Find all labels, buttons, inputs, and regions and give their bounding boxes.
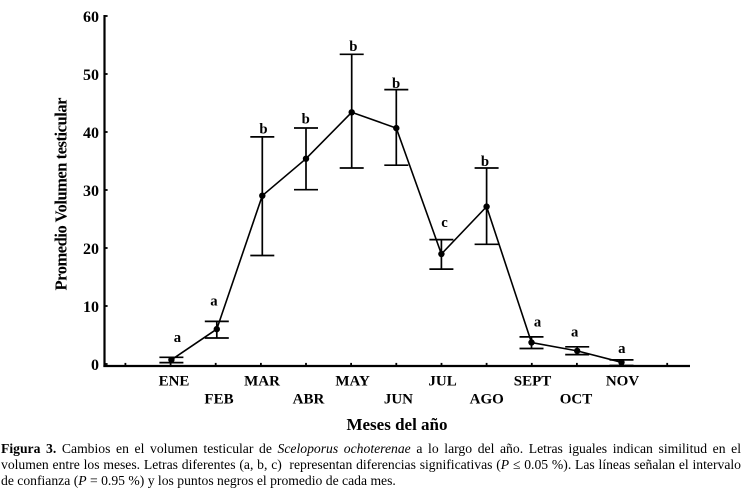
svg-text:40: 40 bbox=[83, 125, 99, 142]
svg-text:30: 30 bbox=[83, 183, 99, 200]
svg-text:SEPT: SEPT bbox=[514, 373, 552, 389]
svg-text:a: a bbox=[571, 325, 579, 341]
svg-text:50: 50 bbox=[83, 67, 99, 84]
svg-text:a: a bbox=[210, 294, 218, 310]
svg-text:0: 0 bbox=[91, 357, 99, 374]
svg-text:20: 20 bbox=[83, 241, 99, 258]
svg-text:FEB: FEB bbox=[204, 392, 233, 408]
svg-text:ENE: ENE bbox=[159, 373, 190, 389]
svg-text:MAY: MAY bbox=[335, 373, 370, 389]
svg-text:AGO: AGO bbox=[470, 392, 504, 408]
svg-text:MAR: MAR bbox=[244, 373, 280, 389]
svg-text:a: a bbox=[618, 341, 626, 357]
svg-text:JUN: JUN bbox=[384, 392, 413, 408]
svg-text:b: b bbox=[392, 76, 400, 92]
svg-text:10: 10 bbox=[83, 299, 99, 316]
svg-text:b: b bbox=[481, 154, 489, 170]
svg-text:b: b bbox=[349, 39, 357, 55]
svg-text:b: b bbox=[259, 121, 267, 137]
svg-text:60: 60 bbox=[83, 9, 99, 26]
svg-text:a: a bbox=[174, 330, 182, 346]
svg-text:b: b bbox=[302, 112, 310, 128]
svg-text:Promedio Volumen testicular: Promedio Volumen testicular bbox=[51, 98, 70, 291]
svg-text:Meses del año: Meses del año bbox=[346, 415, 447, 434]
svg-text:a: a bbox=[534, 314, 542, 330]
svg-text:JUL: JUL bbox=[428, 373, 456, 389]
svg-text:c: c bbox=[441, 215, 448, 231]
svg-text:OCT: OCT bbox=[560, 392, 593, 408]
svg-text:NOV: NOV bbox=[606, 373, 640, 389]
svg-text:ABR: ABR bbox=[293, 392, 325, 408]
